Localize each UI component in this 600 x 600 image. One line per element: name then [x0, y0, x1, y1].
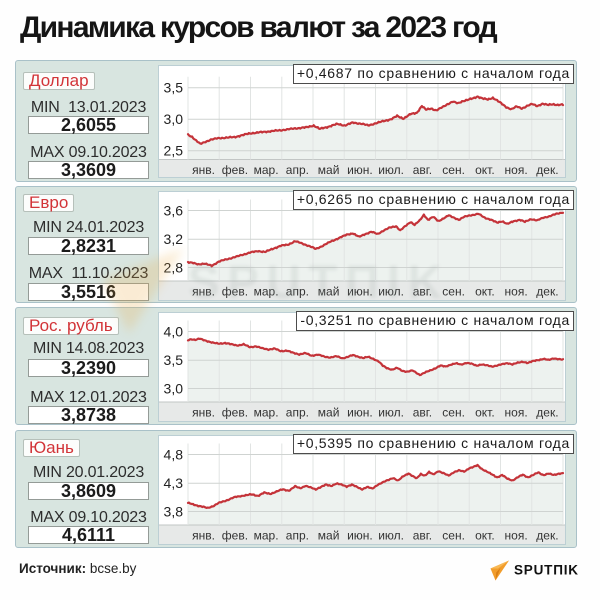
svg-text:дек.: дек.	[536, 285, 558, 299]
svg-text:ноя.: ноя.	[505, 529, 528, 543]
svg-text:апр.: апр.	[286, 285, 309, 299]
svg-text:окт.: окт.	[475, 406, 495, 420]
svg-text:3,5: 3,5	[164, 80, 184, 96]
svg-text:2,5: 2,5	[164, 143, 184, 159]
svg-text:сен.: сен.	[442, 529, 465, 543]
svg-text:мар.: мар.	[254, 529, 279, 543]
svg-text:сен.: сен.	[442, 285, 465, 299]
svg-text:SPUTΠIK: SPUTΠIK	[514, 563, 579, 578]
svg-text:мар.: мар.	[254, 406, 279, 420]
svg-text:дек.: дек.	[536, 529, 558, 543]
svg-text:янв.: янв.	[192, 529, 215, 543]
svg-text:4,3: 4,3	[164, 475, 184, 491]
svg-text:фев.: фев.	[222, 529, 248, 543]
svg-text:дек.: дек.	[536, 163, 558, 177]
svg-text:3,0: 3,0	[164, 380, 184, 396]
svg-text:май: май	[318, 529, 340, 543]
svg-text:3,5: 3,5	[164, 352, 184, 368]
svg-text:окт.: окт.	[475, 529, 495, 543]
svg-text:апр.: апр.	[286, 163, 309, 177]
svg-text:фев.: фев.	[222, 406, 248, 420]
svg-text:мар.: мар.	[254, 163, 279, 177]
svg-text:3,6: 3,6	[164, 202, 184, 218]
svg-text:сен.: сен.	[442, 406, 465, 420]
svg-text:июл.: июл.	[378, 285, 404, 299]
svg-text:авг.: авг.	[413, 163, 432, 177]
svg-text:3,2: 3,2	[164, 231, 184, 247]
svg-text:май: май	[318, 285, 340, 299]
svg-text:янв.: янв.	[192, 163, 215, 177]
svg-text:июл.: июл.	[378, 529, 404, 543]
svg-text:июн.: июн.	[347, 529, 373, 543]
svg-text:ноя.: ноя.	[505, 285, 528, 299]
svg-text:апр.: апр.	[286, 406, 309, 420]
svg-text:июн.: июн.	[347, 406, 373, 420]
svg-text:мар.: мар.	[254, 285, 279, 299]
svg-text:июн.: июн.	[347, 163, 373, 177]
svg-text:июн.: июн.	[347, 285, 373, 299]
svg-text:3,0: 3,0	[164, 111, 184, 127]
svg-text:фев.: фев.	[222, 285, 248, 299]
svg-text:ноя.: ноя.	[505, 406, 528, 420]
svg-text:дек.: дек.	[536, 406, 558, 420]
svg-text:авг.: авг.	[413, 529, 432, 543]
svg-text:июл.: июл.	[378, 163, 404, 177]
svg-text:2,8: 2,8	[164, 259, 184, 275]
svg-text:ноя.: ноя.	[505, 163, 528, 177]
svg-text:фев.: фев.	[222, 163, 248, 177]
svg-text:апр.: апр.	[286, 529, 309, 543]
svg-text:3,8: 3,8	[164, 503, 184, 519]
svg-text:янв.: янв.	[192, 406, 215, 420]
svg-text:янв.: янв.	[192, 285, 215, 299]
svg-text:авг.: авг.	[413, 285, 432, 299]
svg-text:май: май	[318, 163, 340, 177]
svg-text:окт.: окт.	[475, 285, 495, 299]
svg-text:сен.: сен.	[442, 163, 465, 177]
svg-text:4,0: 4,0	[164, 323, 184, 339]
svg-text:июл.: июл.	[378, 406, 404, 420]
svg-text:май: май	[318, 406, 340, 420]
svg-text:окт.: окт.	[475, 163, 495, 177]
svg-text:4,8: 4,8	[164, 446, 184, 462]
svg-text:авг.: авг.	[413, 406, 432, 420]
